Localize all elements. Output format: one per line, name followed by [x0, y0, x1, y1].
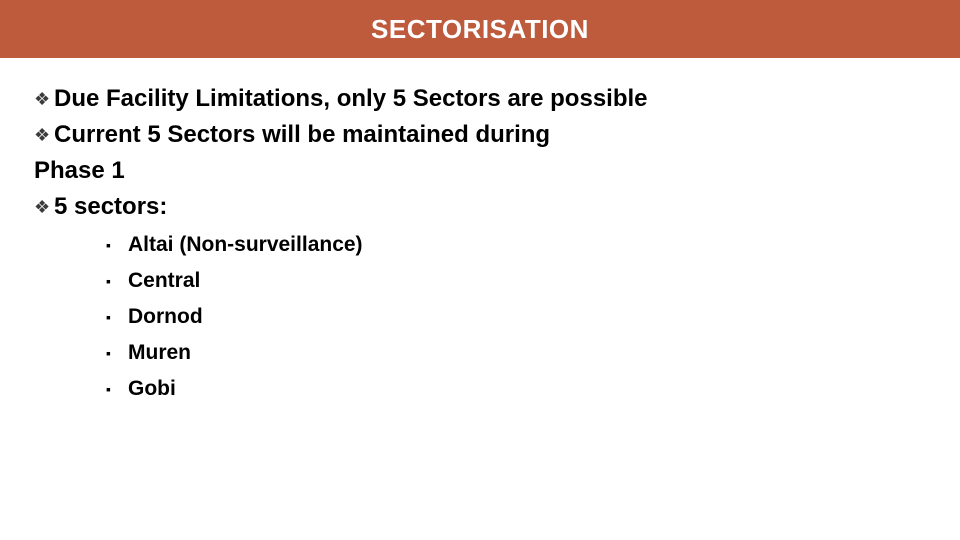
bullet-item: ❖ 5 sectors:: [34, 190, 926, 224]
bullet-continuation: Phase 1: [34, 154, 926, 188]
sub-bullet-text: Dornod: [128, 302, 203, 332]
diamond-bullet-icon: ❖: [34, 118, 54, 152]
sub-bullet-item: ▪ Gobi: [106, 374, 926, 404]
sub-bullet-list: ▪ Altai (Non-surveillance) ▪ Central ▪ D…: [106, 230, 926, 404]
sub-bullet-item: ▪ Altai (Non-surveillance): [106, 230, 926, 260]
square-bullet-icon: ▪: [106, 302, 128, 332]
diamond-bullet-icon: ❖: [34, 190, 54, 224]
bullet-item: ❖ Current 5 Sectors will be maintained d…: [34, 118, 926, 152]
slide-title: SECTORISATION: [371, 14, 589, 45]
sub-bullet-item: ▪ Dornod: [106, 302, 926, 332]
sub-bullet-text: Gobi: [128, 374, 176, 404]
bullet-text: Phase 1: [34, 154, 125, 188]
square-bullet-icon: ▪: [106, 266, 128, 296]
sub-bullet-text: Muren: [128, 338, 191, 368]
square-bullet-icon: ▪: [106, 338, 128, 368]
slide-content: ❖ Due Facility Limitations, only 5 Secto…: [0, 58, 960, 404]
sub-bullet-item: ▪ Muren: [106, 338, 926, 368]
diamond-bullet-icon: ❖: [34, 82, 54, 116]
sub-bullet-item: ▪ Central: [106, 266, 926, 296]
sub-bullet-text: Central: [128, 266, 200, 296]
sub-bullet-text: Altai (Non-surveillance): [128, 230, 363, 260]
square-bullet-icon: ▪: [106, 374, 128, 404]
bullet-text: Current 5 Sectors will be maintained dur…: [54, 118, 550, 152]
bullet-text: Due Facility Limitations, only 5 Sectors…: [54, 82, 648, 116]
bullet-text: 5 sectors:: [54, 190, 167, 224]
bullet-item: ❖ Due Facility Limitations, only 5 Secto…: [34, 82, 926, 116]
square-bullet-icon: ▪: [106, 230, 128, 260]
slide-header: SECTORISATION: [0, 0, 960, 58]
